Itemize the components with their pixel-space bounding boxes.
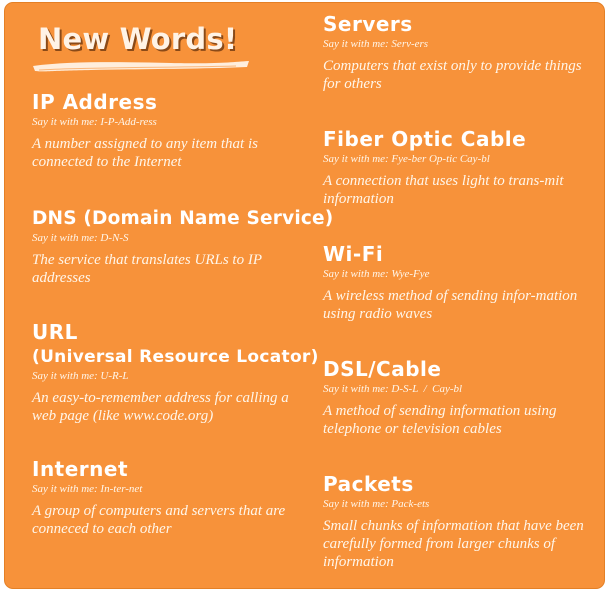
definition: A method of sending information using te… bbox=[323, 403, 557, 437]
definition: An easy-to-remember address for calling … bbox=[32, 390, 289, 424]
pronunciation: Say it with me: Pack-ets bbox=[323, 498, 430, 510]
entry-wi-fi: Wi-Fi Say it with me: Wye-Fye A wireless… bbox=[323, 242, 593, 323]
definition: A wireless method of sending infor-matio… bbox=[323, 288, 578, 322]
term: Packets bbox=[323, 472, 414, 496]
pronunciation: Say it with me: In-ter-net bbox=[32, 483, 143, 495]
brush-underline-icon bbox=[33, 61, 249, 72]
page-title: New Words! bbox=[38, 22, 238, 56]
definition: The service that translates URLs to IP a… bbox=[32, 252, 262, 286]
entry-internet: Internet Say it with me: In-ter-net A gr… bbox=[32, 457, 302, 538]
entry-ip-address: IP Address Say it with me: I-P-Add-ress … bbox=[32, 90, 302, 171]
entry-url: URL (Universal Resource Locator) Say it … bbox=[32, 320, 319, 425]
definition: A number assigned to any item that is co… bbox=[32, 136, 258, 170]
pronunciation: Say it with me: Wye-Fye bbox=[323, 268, 430, 280]
definition: Computers that exist only to provide thi… bbox=[323, 58, 582, 92]
term-subtitle: (Universal Resource Locator) bbox=[32, 347, 319, 367]
entry-packets: Packets Say it with me: Pack-ets Small c… bbox=[323, 472, 593, 571]
vocabulary-card: New Words! IP Address Say it with me: I-… bbox=[4, 2, 605, 589]
pronunciation: Say it with me: Fye-ber Op-tic Cay-bl bbox=[323, 153, 490, 165]
definition: Small chunks of information that have be… bbox=[323, 518, 584, 570]
term: Wi-Fi bbox=[323, 242, 384, 266]
term: DNS (Domain Name Service) bbox=[32, 208, 334, 229]
pronunciation: Say it with me: Serv-ers bbox=[323, 38, 429, 50]
term: Internet bbox=[32, 457, 129, 481]
term: IP Address bbox=[32, 90, 158, 114]
entry-fiber-optic-cable: Fiber Optic Cable Say it with me: Fye-be… bbox=[323, 127, 593, 208]
pronunciation: Say it with me: U-R-L bbox=[32, 370, 129, 382]
definition: A connection that uses light to trans-mi… bbox=[323, 173, 564, 207]
entry-dsl-cable: DSL/Cable Say it with me: D-S-L / Cay-bl… bbox=[323, 357, 593, 438]
pronunciation: Say it with me: D-N-S bbox=[32, 232, 129, 244]
title-block: New Words! bbox=[31, 19, 251, 75]
entry-servers: Servers Say it with me: Serv-ers Compute… bbox=[323, 12, 593, 93]
term: Fiber Optic Cable bbox=[323, 127, 527, 151]
term: Servers bbox=[323, 12, 413, 36]
pronunciation: Say it with me: D-S-L / Cay-bl bbox=[323, 383, 463, 395]
pronunciation: Say it with me: I-P-Add-ress bbox=[32, 116, 157, 128]
definition: A group of computers and servers that ar… bbox=[32, 503, 286, 537]
term: DSL/Cable bbox=[323, 357, 442, 381]
entry-dns: DNS (Domain Name Service) Say it with me… bbox=[32, 206, 334, 287]
term: URL bbox=[32, 320, 78, 344]
